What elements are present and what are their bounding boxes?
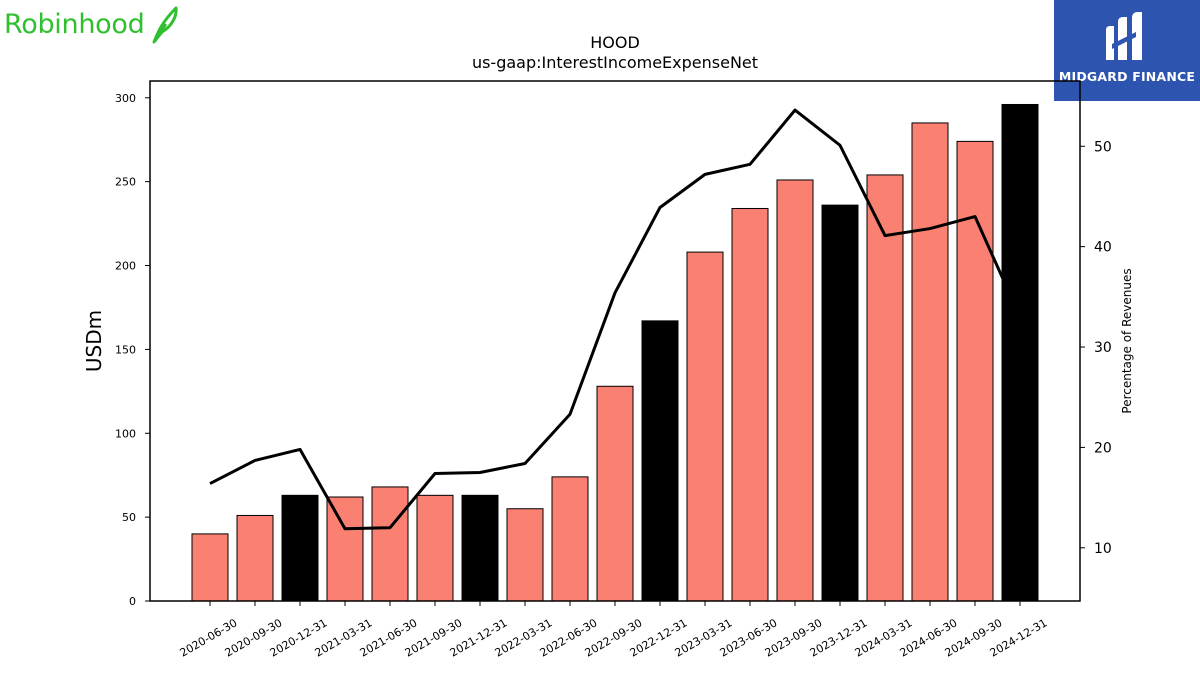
- y2-tick-label-50: 50: [1094, 139, 1112, 155]
- y-tick-label-200: 200: [115, 260, 136, 273]
- y-tick-label-300: 300: [115, 92, 136, 105]
- bar-2020-09-30: [236, 514, 274, 602]
- chart-title: HOOD: [590, 33, 640, 52]
- y2-tick-label-20: 20: [1094, 440, 1112, 456]
- y2-tick-label-30: 30: [1094, 340, 1112, 356]
- midgard-logo-icon: [1106, 12, 1142, 60]
- bar-2022-03-31: [506, 508, 544, 602]
- bar-2021-12-31: [461, 494, 499, 602]
- bar-2021-03-31: [326, 496, 364, 602]
- bar-2022-12-31: [641, 320, 679, 602]
- bar-2022-06-30: [551, 476, 589, 602]
- y2-tick-label-10: 10: [1094, 541, 1112, 557]
- y-tick-label-150: 150: [115, 343, 136, 356]
- y-tick-label-100: 100: [115, 427, 136, 440]
- bar-2021-09-30: [416, 494, 454, 602]
- robinhood-wordmark: Robinhood: [4, 8, 145, 40]
- bar-2020-06-30: [191, 533, 229, 602]
- bar-2023-06-30: [731, 207, 769, 602]
- y2-axis-label: Percentage of Revenues: [1120, 268, 1134, 413]
- y-tick-label-250: 250: [115, 176, 136, 189]
- chart-subtitle: us-gaap:InterestIncomeExpenseNet: [471, 53, 759, 72]
- bar-2024-03-31: [866, 174, 904, 602]
- robinhood-logo: Robinhood: [4, 2, 180, 46]
- bar-2024-06-30: [911, 122, 949, 602]
- y-tick-label-50: 50: [122, 511, 136, 524]
- bar-2024-12-31: [1001, 103, 1039, 602]
- feather-icon: [152, 6, 179, 44]
- bar-2022-09-30: [596, 385, 634, 602]
- y2-tick-label-40: 40: [1094, 240, 1112, 256]
- y-tick-label-0: 0: [129, 595, 136, 608]
- bar-2023-09-30: [776, 179, 814, 602]
- percentage-line: [209, 108, 1022, 531]
- bar-2023-03-31: [686, 251, 724, 602]
- bar-2024-09-30: [956, 140, 994, 602]
- midgard-finance-logo: MIDGARD FINANCE: [1054, 0, 1200, 101]
- midgard-wordmark: MIDGARD FINANCE: [1058, 69, 1196, 84]
- y-axis-label: USDm: [82, 310, 106, 372]
- bar-2020-12-31: [281, 494, 319, 602]
- bar-2023-12-31: [821, 204, 859, 602]
- bar-2021-06-30: [371, 486, 409, 602]
